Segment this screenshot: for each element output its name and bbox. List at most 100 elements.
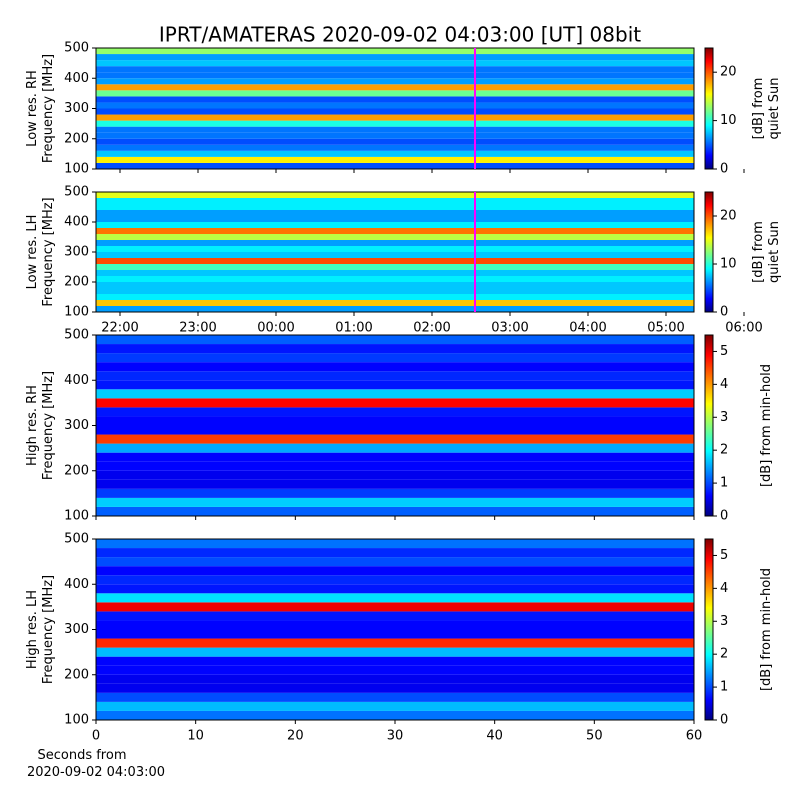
x-axis-label-line: 2020-09-02 04:03:00: [27, 765, 165, 780]
heat-cell: [96, 96, 694, 103]
heat-cell: [96, 548, 694, 558]
heat-cell: [96, 683, 694, 693]
y-axis-label: Low res. LHFrequency [MHz]: [25, 197, 56, 306]
heat-cell: [96, 246, 694, 252]
heat-cell: [96, 620, 694, 630]
colorbar: [704, 538, 714, 721]
heat-cell: [96, 126, 694, 133]
colorbar-tick-label: 10: [720, 257, 737, 272]
heat-cell: [96, 144, 694, 151]
x-tick-label: 60: [686, 729, 703, 744]
heat-cell: [96, 294, 694, 300]
heat-cell: [96, 258, 694, 264]
heat-cell: [96, 353, 694, 363]
y-tick-label: 100: [64, 305, 89, 320]
heat-cell: [96, 132, 694, 139]
colorbar-label: [dB] fromquiet Sun: [751, 221, 782, 283]
colorbar-tick-label: 4: [720, 377, 728, 392]
y-tick-label: 200: [64, 463, 89, 478]
heat-cell: [96, 638, 694, 648]
colorbar-label-line: [dB] from min-hold: [759, 364, 774, 487]
colorbar-tick-label: 5: [720, 548, 728, 563]
colorbar-tick-label: 4: [720, 581, 728, 596]
y-tick-label: 500: [64, 328, 89, 343]
heat-cell: [96, 407, 694, 417]
heat-cell: [96, 114, 694, 121]
x-tick-label: 04:00: [569, 321, 606, 336]
heat-cell: [96, 539, 694, 549]
colorbar-label: [dB] from min-hold: [759, 364, 774, 487]
x-tick-label: 01:00: [335, 321, 372, 336]
heat-cell: [96, 443, 694, 453]
heat-cell: [96, 497, 694, 507]
heat-cell: [96, 48, 694, 55]
x-tick-label: 02:00: [413, 321, 450, 336]
y-axis-label: Low res. RHFrequency [MHz]: [25, 54, 56, 163]
heat-cell: [96, 416, 694, 426]
heat-cell: [96, 150, 694, 157]
heat-cell: [96, 665, 694, 675]
heat-cell: [96, 78, 694, 85]
heat-cell: [96, 198, 694, 204]
heat-cell: [96, 452, 694, 462]
y-tick-label: 400: [64, 373, 89, 388]
heat-cell: [96, 602, 694, 612]
heat-cell: [96, 66, 694, 73]
x-tick-label: 06:00: [725, 321, 762, 336]
heat-cell: [96, 222, 694, 228]
y-axis-label-line: Frequency [MHz]: [41, 371, 56, 480]
heat-cell: [96, 701, 694, 711]
heat-cell: [96, 204, 694, 210]
heat-cell: [96, 647, 694, 657]
colorbar-tick-label: 1: [720, 476, 728, 491]
x-axis-label: Seconds from 2020-09-02 04:03:00: [27, 748, 165, 780]
heat-cell: [96, 252, 694, 258]
x-tick-label: 22:00: [101, 321, 138, 336]
heat-cell: [96, 138, 694, 145]
y-axis-label: High res. LHFrequency [MHz]: [25, 575, 56, 684]
heat-cell: [96, 470, 694, 480]
heat-cell: [96, 380, 694, 390]
y-axis-label-line: High res. LH: [25, 590, 40, 669]
x-tick-label: 10: [187, 729, 204, 744]
y-tick-label: 300: [64, 418, 89, 433]
heat-cell: [96, 434, 694, 444]
heat-cell: [96, 210, 694, 216]
heat-cell: [96, 228, 694, 234]
heat-cell: [96, 344, 694, 354]
chart-title: IPRT/AMATERAS 2020-09-02 04:03:00 [UT] 0…: [159, 23, 641, 47]
heat-cell: [96, 108, 694, 115]
y-axis-label-line: Low res. LH: [25, 215, 40, 290]
heat-cell: [96, 288, 694, 294]
y-axis-label-line: Frequency [MHz]: [41, 575, 56, 684]
heat-cell: [96, 216, 694, 222]
heat-cell: [96, 60, 694, 67]
x-tick-label: 05:00: [647, 321, 684, 336]
y-tick-label: 200: [64, 131, 89, 146]
heat-cell: [96, 506, 694, 516]
y-axis-label-line: Frequency [MHz]: [41, 197, 56, 306]
colorbar: [704, 47, 714, 170]
heat-cell: [96, 710, 694, 720]
y-axis-label-line: Low res. RH: [25, 70, 40, 147]
heat-cell: [96, 629, 694, 639]
heat-cell: [96, 240, 694, 246]
heat-cell: [96, 162, 694, 169]
colorbar-tick-label: 3: [720, 614, 728, 629]
y-tick-label: 400: [64, 71, 89, 86]
heat-cell: [96, 461, 694, 471]
x-tick-label: 40: [486, 729, 503, 744]
heat-cell: [96, 306, 694, 312]
heat-cell: [96, 120, 694, 127]
y-tick-label: 300: [64, 245, 89, 260]
y-axis-label-line: Frequency [MHz]: [41, 54, 56, 163]
y-axis-label-line: High res. RH: [25, 385, 40, 466]
colorbar-tick-label: 20: [720, 65, 737, 80]
colorbar-tick-label: 2: [720, 443, 728, 458]
colorbar: [704, 191, 714, 313]
y-tick-label: 400: [64, 577, 89, 592]
x-tick-label: 00:00: [257, 321, 294, 336]
colorbar-tick-label: 10: [720, 113, 737, 128]
colorbar-tick-label: 1: [720, 680, 728, 695]
